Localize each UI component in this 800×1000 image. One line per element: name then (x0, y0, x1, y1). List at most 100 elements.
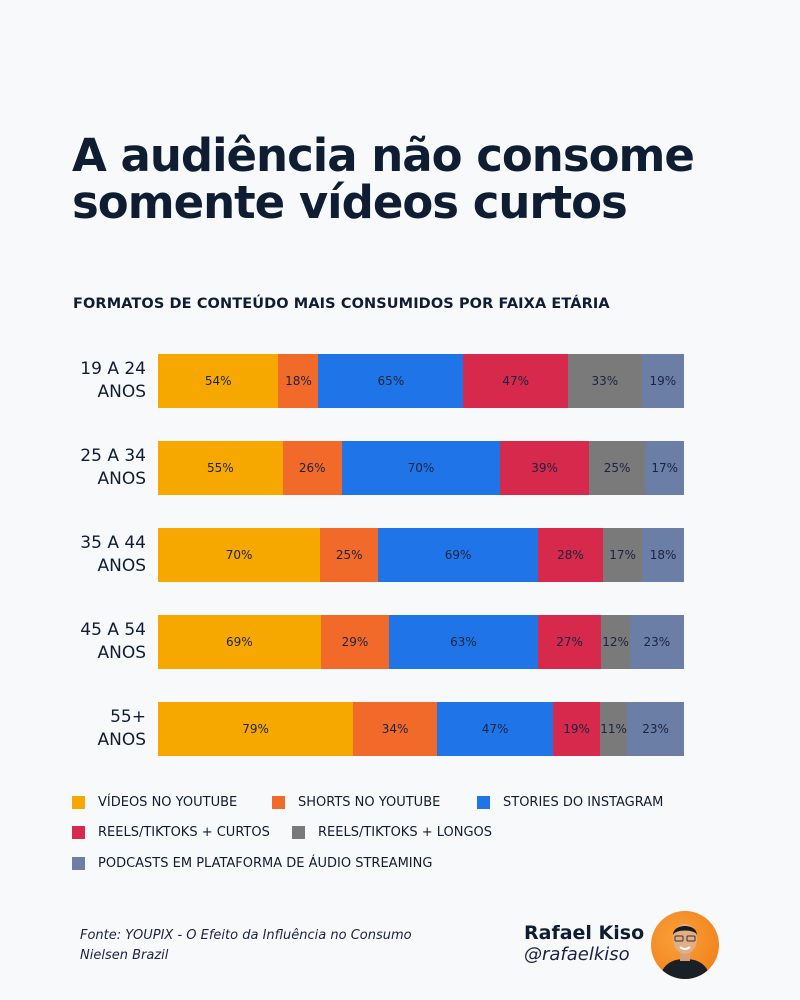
data-label: 33% (591, 374, 619, 388)
data-label: 47% (481, 722, 509, 736)
bar-segment: 17% (602, 528, 643, 582)
data-label: 26% (298, 461, 326, 475)
data-label: 70% (407, 461, 435, 475)
data-label: 79% (242, 722, 269, 736)
data-label: 25% (603, 461, 631, 475)
row-label-line: ANOS (97, 382, 146, 402)
bar-segment: 54% (158, 354, 279, 408)
bar-segment: 29% (320, 615, 390, 669)
row-label-line: ANOS (97, 643, 146, 663)
data-label: 19% (563, 722, 590, 736)
row-label: 55+ ANOS (0, 706, 146, 752)
data-label: 69% (226, 635, 253, 649)
bar-segment: 65% (318, 354, 464, 408)
bar-segment: 34% (353, 702, 438, 756)
bar-row: 70% 25% 69% 28% 17% 18% (158, 528, 684, 582)
data-label: 18% (649, 548, 677, 562)
bar-segment: 69% (158, 615, 321, 669)
data-label: 17% (609, 548, 636, 562)
bar-segment: 25% (588, 441, 646, 495)
bar-segment: 47% (437, 702, 554, 756)
data-label: 19% (649, 374, 677, 388)
legend-item: REELS/TIKTOKS + CURTOS (72, 825, 270, 840)
data-label: 54% (204, 374, 232, 388)
data-label: 47% (502, 374, 530, 388)
bar-segment: 27% (537, 615, 602, 669)
data-label: 63% (450, 635, 477, 649)
bar-segment: 26% (282, 441, 342, 495)
data-label: 23% (642, 722, 669, 736)
legend-label: SHORTS NO YOUTUBE (298, 795, 441, 810)
data-label: 17% (651, 461, 679, 475)
row-label-line: ANOS (97, 469, 146, 489)
bar-segment: 18% (278, 354, 319, 408)
data-label: 70% (225, 548, 253, 562)
legend-label: VÍDEOS NO YOUTUBE (98, 795, 238, 810)
bar-segment: 33% (568, 354, 642, 408)
legend-item: STORIES DO INSTAGRAM (477, 795, 663, 810)
legend-swatch (272, 796, 285, 809)
bar-segment: 18% (642, 528, 684, 582)
person-photo-icon (659, 924, 711, 979)
data-label: 11% (600, 722, 627, 736)
data-label: 34% (381, 722, 409, 736)
author-handle: @rafaelkiso (524, 944, 630, 965)
source-note: Fonte: YOUPIX - O Efeito da Influência n… (80, 926, 412, 966)
legend-swatch (292, 826, 305, 839)
bar-segment: 19% (641, 354, 684, 408)
author-avatar (651, 911, 719, 979)
bar-segment: 19% (553, 702, 600, 756)
source-line-2: Nielsen Brazil (80, 948, 169, 963)
page-title: A audiência não consome somente vídeos c… (72, 129, 695, 229)
data-label: 12% (602, 635, 629, 649)
row-label: 25 A 34 ANOS (0, 445, 146, 491)
bar-segment: 70% (341, 441, 501, 495)
data-label: 25% (335, 548, 363, 562)
stacked-bar-chart: 19 A 24 ANOS 54% 18% 65% 47% 33% 19% 25 A 34 ANOS… (0, 340, 800, 780)
bar-segment: 79% (158, 702, 354, 756)
row-label-line: 35 A 44 (80, 533, 146, 553)
legend-label: REELS/TIKTOKS + LONGOS (318, 825, 493, 840)
data-label: 28% (557, 548, 584, 562)
bar-segment: 63% (389, 615, 538, 669)
legend-label: STORIES DO INSTAGRAM (503, 795, 664, 810)
row-label: 19 A 24 ANOS (0, 358, 146, 404)
bar-segment: 69% (378, 528, 538, 582)
row-label: 35 A 44 ANOS (0, 532, 146, 578)
bar-row: 79% 34% 47% 19% 11% 23% (158, 702, 684, 756)
author-block: Rafael Kiso @rafaelkiso (524, 922, 644, 966)
row-label-line: 19 A 24 (80, 359, 146, 379)
legend-item: PODCASTS EM PLATAFORMA DE ÁUDIO STREAMIN… (72, 856, 432, 871)
data-label: 69% (444, 548, 472, 562)
bar-segment: 25% (320, 528, 379, 582)
legend-label: PODCASTS EM PLATAFORMA DE ÁUDIO STREAMIN… (98, 856, 433, 871)
legend-item: VÍDEOS NO YOUTUBE (72, 795, 237, 810)
legend-swatch (72, 826, 85, 839)
source-line-1: Fonte: YOUPIX - O Efeito da Influência n… (80, 928, 412, 943)
row-label-line: 45 A 54 (80, 620, 146, 640)
data-label: 65% (377, 374, 405, 388)
legend-swatch (477, 796, 490, 809)
chart-subtitle: FORMATOS DE CONTEÚDO MAIS CONSUMIDOS POR… (73, 296, 610, 312)
legend-item: REELS/TIKTOKS + LONGOS (292, 825, 492, 840)
bar-segment: 23% (627, 702, 684, 756)
data-label: 29% (341, 635, 369, 649)
row-label-line: 55+ (110, 707, 146, 727)
row-label-line: ANOS (97, 730, 146, 750)
legend-item: SHORTS NO YOUTUBE (272, 795, 440, 810)
legend-swatch (72, 796, 85, 809)
bar-segment: 55% (158, 441, 283, 495)
author-name: Rafael Kiso (524, 922, 645, 944)
bar-row: 69% 29% 63% 27% 12% 23% (158, 615, 684, 669)
legend-label: REELS/TIKTOKS + CURTOS (98, 825, 270, 840)
bar-segment: 23% (629, 615, 684, 669)
bar-segment: 11% (600, 702, 628, 756)
bar-segment: 28% (537, 528, 603, 582)
bar-row: 55% 26% 70% 39% 25% 17% (158, 441, 684, 495)
bar-segment: 12% (601, 615, 630, 669)
data-label: 18% (285, 374, 312, 388)
row-label: 45 A 54 ANOS (0, 619, 146, 665)
data-label: 27% (556, 635, 583, 649)
data-label: 23% (643, 635, 671, 649)
data-label: 55% (207, 461, 234, 475)
